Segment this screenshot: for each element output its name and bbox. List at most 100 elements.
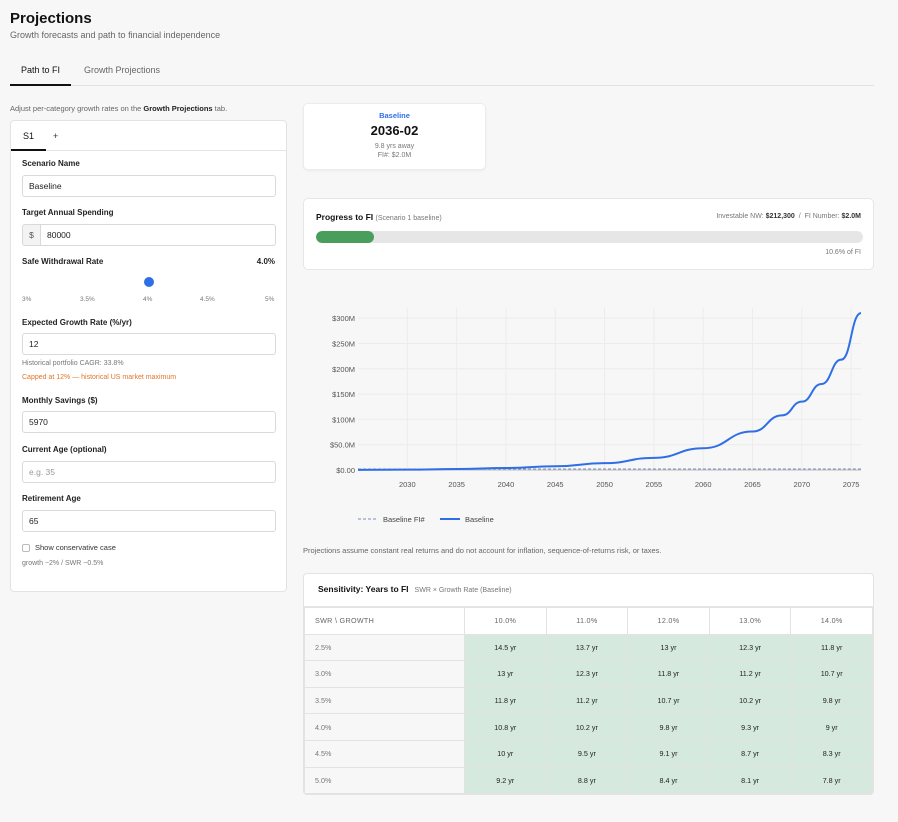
baseline-date: 2036-02 [370,123,419,138]
hint-prefix: Adjust per-category growth rates on the [10,104,144,113]
swr-tick: 5% [265,296,275,303]
sensitivity-subtitle: SWR × Growth Rate (Baseline) [414,587,512,594]
years-to-fi-cell: 8.8 yr [545,766,629,794]
view-tabs: Path to FI Growth Projections [10,58,874,86]
sensitivity-header: Sensitivity: Years to FI SWR × Growth Rat… [304,574,873,607]
x-tick-label: 2050 [596,480,613,489]
swr-tick: 4% [143,296,153,303]
growth-column-header: 11.0% [545,607,629,635]
progress-track [316,231,863,243]
tab-growth-projections[interactable]: Growth Projections [84,65,161,75]
y-tick-label: $50.0M [330,441,355,450]
growth-input[interactable]: 12 [22,333,276,355]
years-to-fi-cell: 13 yr [464,660,547,688]
swr-tick: 4.5% [200,296,215,303]
x-tick-label: 2045 [547,480,564,489]
years-to-fi-cell: 12.3 yr [708,633,792,662]
swr-row-header: 2.5% [304,633,465,662]
years-to-fi-cell: 10.7 yr [790,660,873,688]
sensitivity-card: Sensitivity: Years to FI SWR × Growth Rat… [303,573,874,795]
swr-value: 4.0% [256,257,275,266]
nw-label: Investable NW: [716,213,764,220]
x-tick-label: 2030 [399,480,416,489]
years-to-fi-cell: 11.8 yr [464,686,547,715]
fi-label: FI Number: [804,213,840,220]
add-scenario-button[interactable]: + [53,131,59,141]
years-to-fi-cell: 9.2 yr [464,766,547,794]
years-to-fi-cell: 8.1 yr [708,766,792,794]
growth-column-header: 13.0% [708,607,792,635]
baseline-label: Baseline [379,111,410,120]
y-tick-label: $250M [332,339,355,348]
swr-row-header: 3.0% [304,660,465,688]
conservative-checkbox[interactable] [22,544,30,552]
swr-tick: 3.5% [80,296,95,303]
progress-summary: Investable NW: $212,300 / FI Number: $2.… [716,213,861,220]
swr-row-header: 3.5% [304,686,465,715]
cap-warning: Capped at 12% — historical US market max… [22,374,177,381]
table-row: 5.0% 9.2 yr 8.8 yr 8.4 yr 8.1 yr 7.8 yr [304,766,873,794]
swr-row-header: 4.5% [304,739,465,768]
progress-fill [316,231,374,243]
projection-chart: $0.00 $50.0M $100M $150M $200M $250M $300M 2030… [303,298,874,530]
table-row: 3.0% 13 yr 12.3 yr 11.8 yr 11.2 yr 10.7 yr [304,660,873,688]
tab-path-to-fi[interactable]: Path to FI [10,58,72,86]
years-to-fi-cell: 11.8 yr [790,633,873,662]
years-to-fi-cell: 9 yr [790,713,873,741]
current-age-input[interactable]: e.g. 35 [22,461,276,483]
growth-column-header: 14.0% [790,607,873,635]
swr-row-header: 4.0% [304,713,465,741]
y-tick-label: $150M [332,390,355,399]
years-to-fi-cell: 9.8 yr [790,686,873,715]
page-header: Projections Growth forecasts and path to… [10,10,220,40]
hint-text: Adjust per-category growth rates on the … [10,104,227,113]
sensitivity-header-row: SWR \ GROWTH 10.0% 11.0% 12.0% 13.0% 14.… [304,607,873,635]
years-to-fi-cell: 13.7 yr [545,633,629,662]
growth-column-header: 10.0% [464,607,547,635]
swr-tick: 3% [22,296,32,303]
legend-label: Baseline [465,515,494,524]
savings-input[interactable]: 5970 [22,411,276,433]
years-to-fi-cell: 10.2 yr [708,686,792,715]
progress-title: Progress to FI (Scenario 1 baseline) [316,212,442,222]
retirement-age-input[interactable]: 65 [22,510,276,532]
cagr-note: Historical portfolio CAGR: 33.8% [22,360,124,367]
hint-link[interactable]: Growth Projections [143,104,213,113]
years-to-fi-cell: 8.3 yr [790,739,873,768]
swr-row-header: 5.0% [304,766,465,794]
scenario-name-input[interactable]: Baseline [22,175,276,197]
progress-card: Progress to FI (Scenario 1 baseline) Inv… [303,198,874,270]
x-tick-label: 2060 [695,480,712,489]
baseline-years-away: 9.8 yrs away [374,143,415,150]
swr-slider-thumb[interactable] [144,277,154,287]
table-row: 4.5% 10 yr 9.5 yr 9.1 yr 8.7 yr 8.3 yr [304,739,873,768]
baseline-card: Baseline 2036-02 9.8 yrs away FI#: $2.0M [303,103,486,170]
table-row: 3.5% 11.8 yr 11.2 yr 10.7 yr 10.2 yr 9.8 yr [304,686,873,715]
years-to-fi-cell: 9.8 yr [627,713,710,741]
years-to-fi-cell: 11.8 yr [627,660,710,688]
years-to-fi-cell: 8.4 yr [627,766,710,794]
scenario-tab-s1[interactable]: S1 [11,121,47,151]
baseline-growth-line [357,312,862,471]
current-age-label: Current Age (optional) [22,445,107,454]
table-row: 4.0% 10.8 yr 10.2 yr 9.8 yr 9.3 yr 9 yr [304,713,873,741]
scenario-name-label: Scenario Name [22,159,80,168]
x-tick-label: 2035 [448,480,465,489]
spending-input[interactable]: 80000 [40,224,276,246]
y-tick-label: $0.00 [336,466,355,475]
years-to-fi-cell: 14.5 yr [464,633,547,662]
retirement-age-label: Retirement Age [22,494,81,503]
years-to-fi-cell: 9.1 yr [627,739,710,768]
savings-label: Monthly Savings ($) [22,396,98,405]
sensitivity-title: Sensitivity: Years to FI [318,584,409,594]
years-to-fi-cell: 11.2 yr [545,686,629,715]
progress-subtitle: (Scenario 1 baseline) [375,215,442,222]
years-to-fi-cell: 9.5 yr [545,739,629,768]
swr-label: Safe Withdrawal Rate [22,257,104,266]
years-to-fi-cell: 10.2 yr [545,713,629,741]
years-to-fi-cell: 12.3 yr [545,660,629,688]
baseline-fi-number: FI#: $2.0M [377,152,412,159]
years-to-fi-cell: 10.7 yr [627,686,710,715]
years-to-fi-cell: 10 yr [464,739,547,768]
years-to-fi-cell: 13 yr [627,633,710,662]
